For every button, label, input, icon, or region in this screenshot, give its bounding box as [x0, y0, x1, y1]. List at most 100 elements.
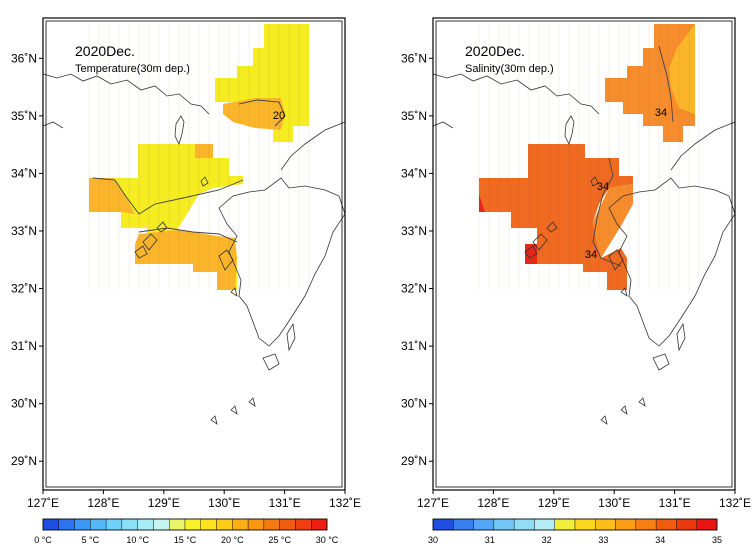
map-frame-inner — [435, 20, 733, 488]
grid-cells — [478, 24, 700, 290]
map-title: 2020Dec. — [75, 43, 135, 59]
colorbar-tick-label: 31 — [485, 535, 495, 545]
colorbar-swatch — [676, 518, 697, 531]
colorbar-swatch — [432, 518, 454, 531]
colorbar-swatch — [635, 518, 657, 531]
salinity-map-panel: 34 34 34 127˚E 128˚E 129˚E 130˚E 131˚E 132˚E 29˚N… — [401, 17, 751, 545]
map-frame-inner — [45, 20, 343, 488]
colorbar-swatch — [554, 518, 576, 531]
colorbar-swatch — [279, 518, 296, 531]
salinity-high-zone-north — [669, 24, 695, 114]
colorbar-swatch — [453, 518, 474, 531]
colorbar-swatch — [655, 518, 677, 531]
colorbar-swatch — [295, 518, 312, 531]
colorbar-swatch — [90, 518, 107, 531]
colorbar-swatch — [42, 518, 59, 531]
lat-label: 33˚N — [401, 224, 427, 238]
grid-cells — [88, 24, 310, 290]
lat-label: 36˚N — [11, 51, 37, 65]
contour-line — [658, 45, 674, 123]
lat-label: 33˚N — [11, 224, 37, 238]
lon-label: 132˚E — [329, 496, 361, 510]
colorbar-tick-label: 33 — [598, 535, 608, 545]
map-title: 2020Dec. — [465, 43, 525, 59]
contour-label: 20 — [273, 110, 285, 122]
salinity-high-edge — [479, 194, 485, 212]
lat-label: 32˚N — [401, 282, 427, 296]
colorbar-tick-label: 30 — [428, 535, 438, 545]
colorbar-tick-label: 15 °C — [174, 535, 197, 545]
colorbar-frame — [42, 518, 328, 531]
lon-label: 131˚E — [269, 496, 301, 510]
colorbar: 0 °C 5 °C 10 °C 15 °C 20 °C 25 °C 30 °C — [34, 518, 339, 545]
colorbar-swatch — [696, 518, 718, 531]
coastline — [42, 73, 346, 425]
salinity-field-west — [479, 144, 633, 290]
colorbar-swatch — [615, 518, 637, 531]
lon-label: 127˚E — [27, 496, 59, 510]
colorbar-tick-label: 20 °C — [221, 535, 244, 545]
colorbar-tick-label: 25 °C — [268, 535, 291, 545]
colorbar-tick-label: 35 — [712, 535, 722, 545]
temperature-warm-zone-north — [223, 98, 285, 130]
colorbar-swatch — [595, 518, 616, 531]
temperature-warm-zone-south — [135, 230, 237, 290]
colorbar-swatch — [105, 518, 123, 531]
contour-line — [138, 227, 238, 243]
colorbar-swatch — [574, 518, 596, 531]
colorbar-swatch — [200, 518, 217, 531]
contour-label: 34 — [655, 107, 667, 119]
lat-label: 35˚N — [11, 109, 37, 123]
lon-label: 132˚E — [719, 496, 751, 510]
lat-label: 29˚N — [11, 454, 37, 468]
lat-label: 34˚N — [401, 166, 427, 180]
lon-label: 129˚E — [538, 496, 570, 510]
salinity-mid-zone — [593, 184, 633, 258]
colorbar-tick-label: 5 °C — [82, 535, 100, 545]
colorbar-swatch — [58, 518, 75, 531]
colorbar-swatch — [121, 518, 138, 531]
map-subtitle: Temperature(30m dep.) — [75, 63, 190, 75]
colorbar-swatch — [153, 518, 170, 531]
lat-label: 35˚N — [401, 109, 427, 123]
colorbar-swatch — [137, 518, 154, 531]
colorbar-swatch — [247, 518, 265, 531]
colorbar-tick-label: 32 — [542, 535, 552, 545]
colorbar-tick-label: 34 — [655, 535, 665, 545]
colorbar-swatch — [263, 518, 280, 531]
contour-line — [592, 157, 622, 267]
colorbar-swatch — [74, 518, 91, 531]
colorbar-tick-label: 30 °C — [316, 535, 339, 545]
colorbar-swatch — [169, 518, 186, 531]
lon-label: 130˚E — [208, 496, 240, 510]
lat-label: 30˚N — [11, 397, 37, 411]
lat-label: 32˚N — [11, 282, 37, 296]
map-frame — [42, 17, 346, 491]
lon-label: 131˚E — [659, 496, 691, 510]
lat-label: 36˚N — [401, 51, 427, 65]
colorbar-swatch — [232, 518, 249, 531]
lat-label: 31˚N — [11, 339, 37, 353]
colorbar-frame — [432, 518, 718, 531]
colorbar-tick-label: 0 °C — [34, 535, 52, 545]
colorbar-swatch — [216, 518, 233, 531]
lon-label: 130˚E — [598, 496, 630, 510]
lon-label: 128˚E — [477, 496, 509, 510]
contour-line — [238, 99, 286, 127]
salinity-high-corner — [525, 244, 537, 264]
lat-label: 31˚N — [401, 339, 427, 353]
lon-label: 128˚E — [87, 496, 119, 510]
lat-label: 29˚N — [401, 454, 427, 468]
lat-label: 30˚N — [401, 397, 427, 411]
colorbar-swatch — [184, 518, 201, 531]
temperature-warm-zone-tsushima — [195, 144, 213, 158]
colorbar-swatch — [513, 518, 535, 531]
colorbar-swatch — [534, 518, 555, 531]
colorbar-swatch — [311, 518, 328, 531]
contour-label: 34 — [597, 181, 609, 193]
map-frame — [432, 17, 736, 491]
contour-label: 34 — [585, 249, 597, 261]
colorbar-swatch — [473, 518, 495, 531]
colorbar-tick-label: 10 °C — [126, 535, 149, 545]
coastline — [432, 73, 736, 425]
